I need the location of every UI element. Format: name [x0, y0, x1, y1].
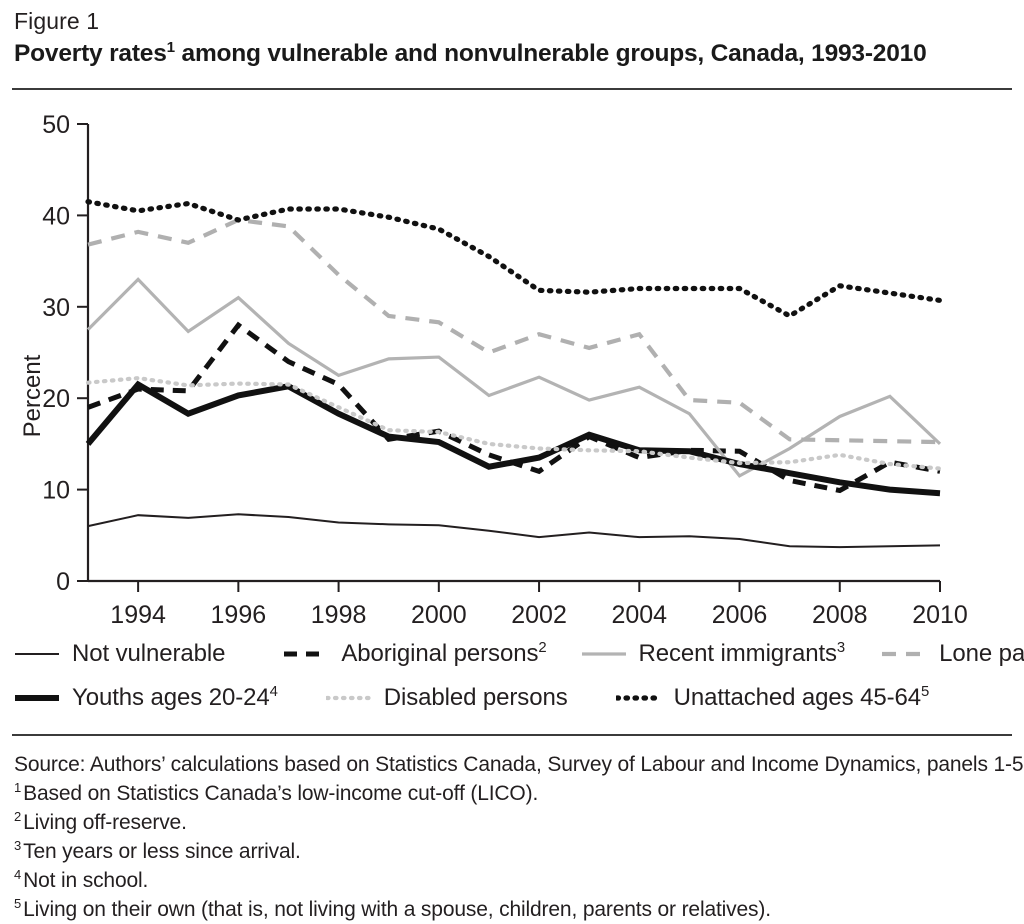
x-tick-label: 2010: [912, 601, 968, 626]
figure-note: 5Living on their own (that is, not livin…: [14, 895, 1014, 924]
legend-swatch: [14, 645, 60, 663]
figure-label: Figure 1: [14, 8, 100, 34]
legend-item-label: Unattached ages 45-645: [673, 684, 930, 711]
series-line: [87, 513, 941, 549]
note-text: Not in school.: [23, 869, 149, 892]
legend-item-label: Aboriginal persons2: [341, 640, 547, 667]
legend-superscript: 2: [538, 640, 547, 656]
legend-superscript: 5: [921, 684, 930, 700]
series-line: [86, 277, 942, 478]
figure-notes: Source: Authors’ calculations based on S…: [14, 750, 1024, 924]
legend-line-swatch: [15, 653, 59, 655]
x-tick-label: 1994: [110, 601, 166, 626]
legend-swatch: [881, 645, 927, 663]
legend-item[interactable]: Not vulnerable: [14, 640, 225, 668]
legend-superscript: 3: [836, 640, 846, 656]
note-text: Based on Statistics Canada’s low-income …: [23, 782, 539, 805]
y-axis-title: Percent: [19, 354, 46, 437]
note-superscript: 2: [14, 809, 22, 824]
legend-row-1: Not vulnerable Aboriginal persons2 Recent …: [14, 632, 1024, 676]
legend-line-swatch: [614, 695, 664, 701]
note-text: Source: Authors’ calculations based on S…: [14, 753, 1024, 776]
y-tick-label: 30: [42, 294, 70, 322]
figure-title-main: Poverty rates: [14, 40, 167, 67]
legend-swatch: [581, 645, 627, 663]
figure-note: Source: Authors’ calculations based on S…: [14, 750, 1024, 779]
page-title: Poverty rates1 among vulnerable and nonv…: [14, 40, 927, 68]
y-tick-label: 50: [42, 111, 70, 139]
legend-item-label: Lone parents: [939, 640, 1024, 667]
legend-line-swatch: [581, 652, 626, 656]
x-tick-label: 2002: [511, 601, 567, 626]
legend-item[interactable]: Youths ages 20-244: [14, 684, 278, 712]
legend-item[interactable]: Unattached ages 45-645: [614, 684, 930, 712]
note-superscript: 3: [14, 838, 22, 853]
series-line: [85, 375, 943, 471]
notes-divider: [12, 734, 1012, 736]
legend-line-swatch: [324, 695, 373, 701]
series-line: [85, 380, 941, 497]
figure-title-rest: among vulnerable and nonvulnerable group…: [174, 40, 927, 67]
y-tick-label: 20: [42, 385, 70, 413]
x-tick-label: 2008: [812, 601, 868, 626]
x-tick-label: 2006: [712, 601, 768, 626]
header-divider: [12, 88, 1012, 90]
figure-note: 3Ten years or less since arrival.: [14, 837, 1014, 866]
legend-swatch: [283, 645, 329, 663]
series-line: [87, 321, 941, 494]
legend-item-label: Youths ages 20-244: [72, 684, 278, 711]
chart-legend: Not vulnerable Aboriginal persons2 Recent …: [14, 632, 1024, 728]
legend-item-label: Not vulnerable: [72, 640, 226, 667]
x-tick-label: 2004: [611, 601, 667, 626]
legend-item-label: Recent immigrants3: [638, 640, 846, 667]
note-superscript: 1: [14, 780, 22, 795]
y-tick-label: 10: [42, 477, 70, 505]
chart-area: 0 10 20 30 40 50 1994 1996 1998 2000 2002 2004 2006…: [0, 96, 1024, 626]
x-tick-label: 1998: [311, 601, 367, 626]
figure-note: 1Based on Statistics Canada’s low-income…: [14, 779, 1014, 808]
note-superscript: 5: [14, 896, 22, 911]
series-line: [87, 217, 941, 445]
legend-swatch: [324, 689, 373, 707]
note-superscript: 4: [14, 867, 22, 882]
note-text: Living on their own (that is, not living…: [23, 898, 771, 921]
figure-title-superscript: 1: [166, 38, 175, 56]
legend-row-2: Youths ages 20-244 Disabled persons Unatta…: [14, 676, 1014, 720]
legend-item[interactable]: Aboriginal persons2: [283, 640, 547, 668]
legend-item[interactable]: Disabled persons: [324, 684, 568, 712]
legend-swatch: [614, 689, 664, 707]
legend-swatch: [14, 689, 60, 707]
poverty-rates-line-chart: 0 10 20 30 40 50 1994 1996 1998 2000 2002 2004 2006…: [19, 111, 968, 626]
legend-item-label: Disabled persons: [383, 684, 568, 711]
y-tick-label: 0: [56, 568, 70, 596]
y-tick-label: 40: [42, 202, 70, 230]
note-text: Living off-reserve.: [23, 811, 187, 834]
series-line: [85, 199, 943, 319]
legend-line-swatch: [15, 695, 59, 701]
figure-note: 4Not in school.: [14, 866, 1014, 895]
y-axis-ticks: 0 10 20 30 40 50: [42, 111, 88, 596]
x-axis-ticks: 1994 1996 1998 2000 2002 2004 2006 2008 2010: [110, 581, 968, 626]
chart-series-group: [85, 199, 943, 549]
x-tick-label: 2000: [411, 601, 467, 626]
figure-note: 2Living off-reserve.: [14, 808, 1014, 837]
legend-superscript: 4: [269, 684, 278, 700]
legend-item[interactable]: Recent immigrants3: [581, 640, 846, 668]
legend-item[interactable]: Lone parents: [881, 640, 1024, 668]
x-tick-label: 1996: [211, 601, 267, 626]
legend-line-swatch: [882, 651, 927, 657]
note-text: Ten years or less since arrival.: [23, 840, 301, 863]
legend-line-swatch: [284, 651, 329, 657]
